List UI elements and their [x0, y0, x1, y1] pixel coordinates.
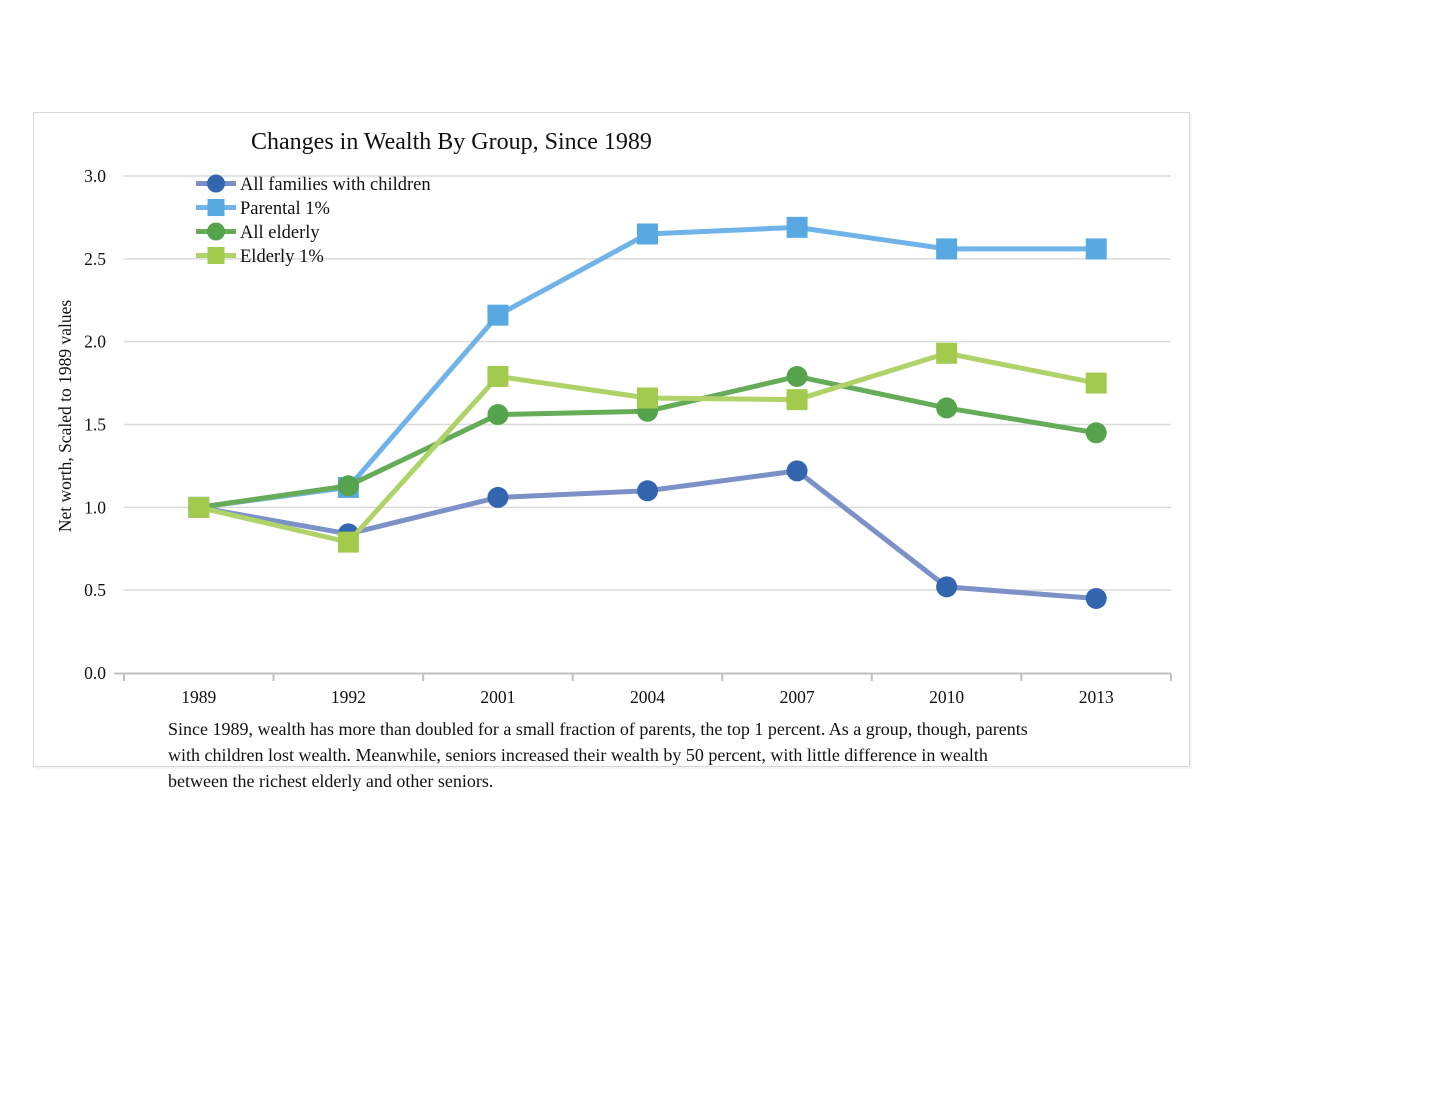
y-tick-label: 2.0 — [84, 332, 106, 352]
data-point-marker — [1085, 587, 1107, 609]
x-tick-label: 1989 — [181, 687, 216, 707]
legend-label: Elderly 1% — [240, 247, 324, 267]
y-tick-label: 3.0 — [84, 166, 106, 186]
legend-label: All elderly — [240, 223, 320, 243]
y-tick-label: 0.0 — [84, 663, 106, 683]
data-point-marker — [936, 576, 958, 598]
legend-label: All families with children — [240, 175, 431, 195]
data-point-marker — [1085, 238, 1107, 260]
data-point-marker — [487, 365, 509, 387]
data-point-marker — [337, 531, 359, 553]
series-line-parental-1- — [198, 224, 1097, 510]
legend-marker — [207, 174, 225, 193]
data-point-marker — [487, 486, 509, 508]
y-tick-label: 2.5 — [84, 249, 106, 269]
data-point-marker — [936, 342, 958, 364]
data-point-marker — [786, 216, 808, 238]
x-tick-label: 2001 — [480, 687, 515, 707]
data-point-marker — [786, 365, 808, 387]
legend-marker — [207, 222, 225, 241]
data-point-marker — [1085, 422, 1107, 444]
legend-marker — [207, 199, 225, 216]
x-tick-label: 1992 — [331, 687, 366, 707]
data-point-marker — [786, 389, 808, 411]
y-tick-label: 1.0 — [84, 497, 106, 517]
data-point-marker — [936, 238, 958, 260]
x-tick-label: 2013 — [1079, 687, 1114, 707]
data-point-marker — [637, 223, 658, 245]
y-tick-label: 1.5 — [84, 414, 106, 434]
legend-marker — [207, 247, 225, 264]
data-point-marker — [487, 304, 509, 326]
data-point-marker — [637, 387, 658, 409]
data-point-marker — [786, 460, 808, 482]
chart-figure: Changes in Wealth By Group, Since 1989 N… — [33, 112, 1190, 767]
x-tick-label: 2010 — [929, 687, 964, 707]
data-point-marker — [188, 496, 210, 518]
data-point-marker — [487, 404, 509, 426]
plot-area: 0.0 0.5 1.0 1.5 2.0 2.5 3.0 1989 1992 2001 2004 200… — [84, 166, 1172, 707]
series-line-elderly-1- — [198, 350, 1097, 545]
x-tick-label: 2007 — [780, 687, 815, 707]
data-point-marker — [637, 480, 658, 502]
y-tick-label: 0.5 — [84, 580, 106, 600]
data-point-marker — [337, 475, 359, 497]
legend-label: Parental 1% — [240, 199, 330, 219]
data-point-marker — [936, 397, 958, 419]
data-point-marker — [1085, 372, 1107, 394]
chart-caption: Since 1989, wealth has more than doubled… — [168, 719, 1028, 791]
chart-title: Changes in Wealth By Group, Since 1989 — [251, 129, 652, 155]
x-tick-label: 2004 — [630, 687, 665, 707]
